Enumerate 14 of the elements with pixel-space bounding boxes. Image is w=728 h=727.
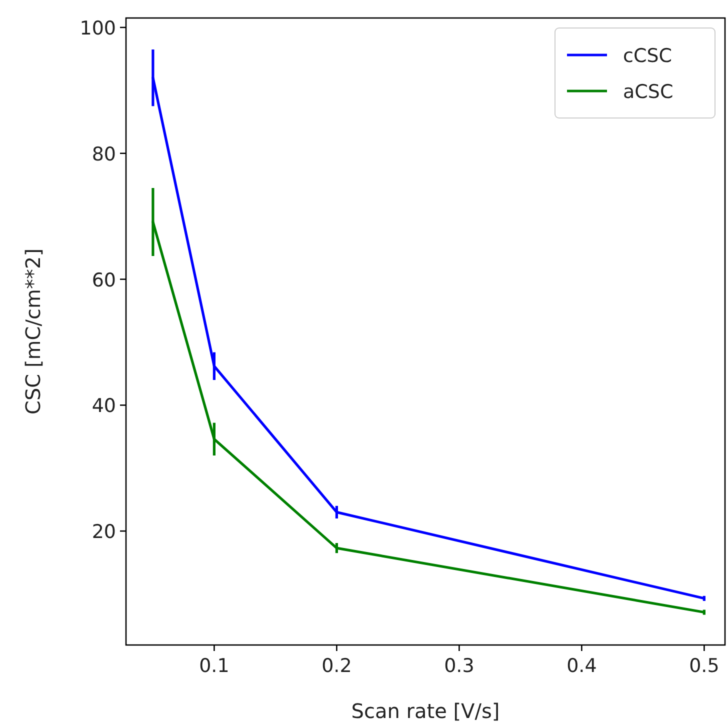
legend-label: cCSC [623,45,672,67]
x-tick-label: 0.2 [322,655,352,677]
y-tick-label: 100 [80,17,116,40]
y-tick-label: 20 [92,521,116,544]
x-tick-label: 0.1 [199,655,230,677]
y-tick-label: 80 [92,143,116,166]
legend-label: aCSC [623,81,674,103]
y-axis-title: CSC [mC/cm**2] [21,248,45,414]
x-tick-label: 0.5 [689,655,720,677]
x-tick-label: 0.4 [566,655,597,677]
x-tick-label: 0.3 [444,655,474,677]
y-tick-label: 40 [92,395,116,418]
y-tick-label: 60 [92,269,116,292]
x-axis-title: Scan rate [V/s] [351,699,500,723]
